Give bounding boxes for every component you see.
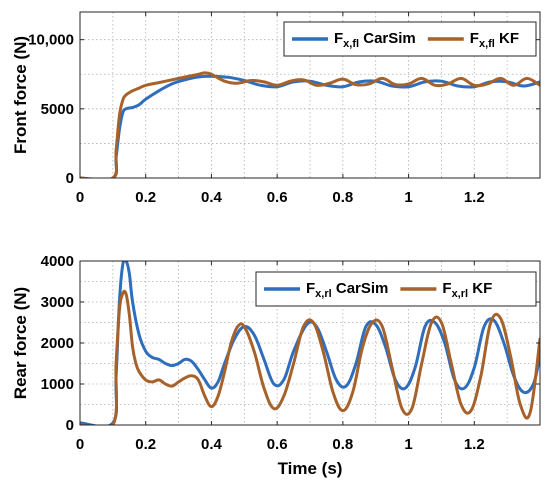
series-line-kf <box>80 71 540 178</box>
x-tick-label: 1.2 <box>464 436 485 453</box>
x-tick-label: 1 <box>404 436 412 453</box>
x-tick-label: 0.8 <box>332 436 353 453</box>
legend-entry-carsim: Fx,fl CarSim <box>334 30 416 50</box>
x-tick-label: 0 <box>76 189 84 206</box>
legend-entry-kf: Fx,rl KF <box>442 280 492 300</box>
y-axis-label: Rear force (N) <box>11 287 30 399</box>
x-axis-label: Time (s) <box>278 459 343 478</box>
rear-force-chart: 0 0.2 0.4 0.6 0.8 1 1.2 0 1000 2000 3000 4000 Rear f… <box>11 253 541 478</box>
legend-entry-carsim: Fx,rl CarSim <box>306 280 388 300</box>
legend-box <box>255 271 537 307</box>
x-tick-label: 0.2 <box>135 189 156 206</box>
series-lines <box>80 261 540 425</box>
x-tick-label: 0.6 <box>267 189 288 206</box>
y-tick-label: 5000 <box>41 101 74 118</box>
series-lines <box>80 71 540 178</box>
y-tick-label: 4000 <box>41 253 74 270</box>
y-tick-label: 2000 <box>41 335 74 352</box>
legend: Fx,rl CarSim Fx,rl KF <box>255 271 537 307</box>
legend-entry-kf: Fx,fl KF <box>470 30 519 50</box>
x-tick-label: 0.4 <box>201 189 223 206</box>
y-tick-label: 0 <box>66 417 74 434</box>
y-tick-label: 0 <box>66 170 74 187</box>
legend: Fx,fl CarSim Fx,fl KF <box>283 21 537 57</box>
y-tick-label: 10,000 <box>28 32 74 49</box>
y-tick-label: 3000 <box>41 294 74 311</box>
x-tick-label: 1 <box>404 189 412 206</box>
x-tick-label: 1.2 <box>464 189 485 206</box>
x-tick-label: 0.8 <box>332 189 353 206</box>
x-tick-label: 0.2 <box>135 436 156 453</box>
x-tick-label: 0.4 <box>201 436 223 453</box>
x-tick-label: 0 <box>76 436 84 453</box>
series-line-carsim <box>80 74 540 178</box>
x-tick-label: 0.6 <box>267 436 288 453</box>
series-line-kf <box>80 289 540 425</box>
axes-frame <box>79 11 541 179</box>
y-axis-label: Front force (N) <box>11 36 30 154</box>
y-tick-label: 1000 <box>41 376 74 393</box>
